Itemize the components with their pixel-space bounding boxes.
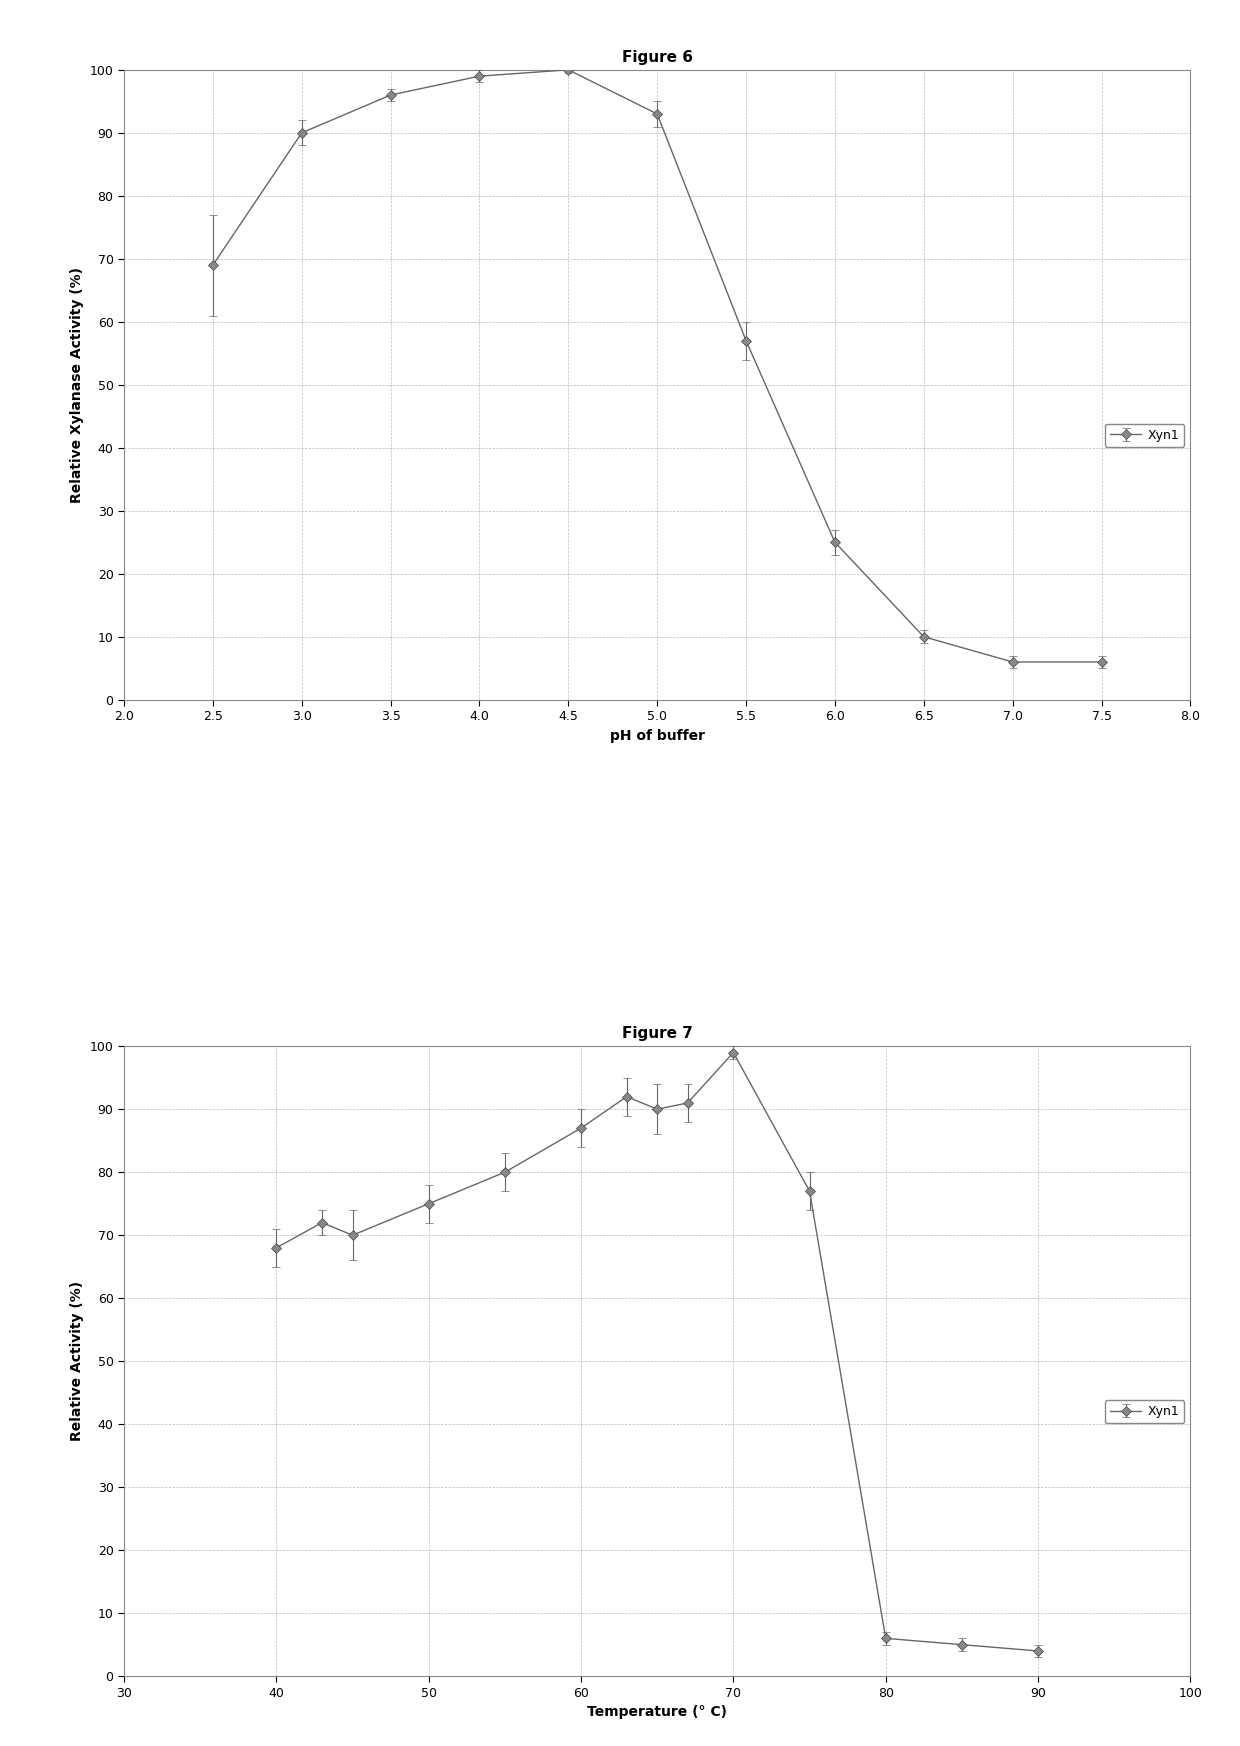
Legend: Xyn1: Xyn1 <box>1105 1400 1184 1423</box>
Y-axis label: Relative Activity (%): Relative Activity (%) <box>71 1282 84 1440</box>
Title: Figure 7: Figure 7 <box>621 1027 693 1041</box>
Legend: Xyn1: Xyn1 <box>1105 424 1184 447</box>
X-axis label: pH of buffer: pH of buffer <box>610 728 704 742</box>
Y-axis label: Relative Xylanase Activity (%): Relative Xylanase Activity (%) <box>71 267 84 503</box>
Title: Figure 6: Figure 6 <box>621 49 693 65</box>
X-axis label: Temperature (° C): Temperature (° C) <box>588 1706 727 1720</box>
